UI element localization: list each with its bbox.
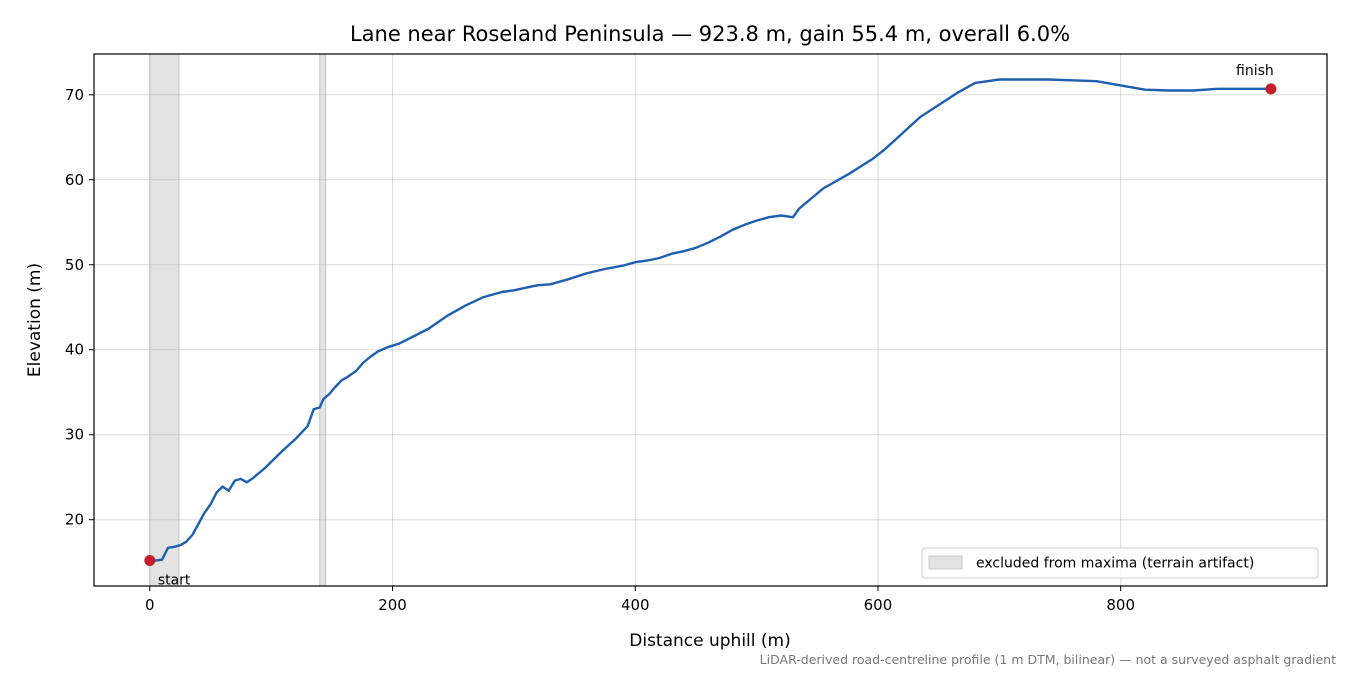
- y-tick-label: 20: [65, 511, 84, 529]
- legend-swatch: [928, 555, 963, 570]
- point-start: [144, 555, 156, 567]
- footnote: LiDAR-derived road-centreline profile (1…: [760, 652, 1336, 667]
- y-axis-label: Elevation (m): [25, 263, 45, 377]
- excluded-regions: [149, 53, 327, 587]
- y-tick-label: 30: [65, 426, 84, 444]
- x-tick-label: 0: [145, 596, 155, 614]
- x-tick-label: 400: [621, 596, 650, 614]
- point-label-start: start: [158, 573, 191, 589]
- elevation-line: [148, 78, 1273, 562]
- y-tick-label: 60: [65, 171, 84, 189]
- excluded-region: [149, 53, 180, 587]
- grid-lines: [94, 54, 1327, 586]
- x-tick-label: 600: [864, 596, 893, 614]
- chart-title: Lane near Roseland Peninsula — 923.8 m, …: [350, 22, 1070, 46]
- x-tick-label: 200: [378, 596, 407, 614]
- x-tick-label: 800: [1106, 596, 1135, 614]
- series-layer: [148, 78, 1273, 562]
- excluded-region: [319, 53, 327, 587]
- point-finish: [1265, 83, 1277, 95]
- legend-box: [921, 547, 1319, 579]
- plot-frame: [93, 53, 1328, 587]
- y-tick-label: 50: [65, 256, 84, 274]
- legend-label: excluded from maxima (terrain artifact): [976, 556, 1254, 572]
- y-tick-label: 70: [65, 86, 84, 104]
- y-tick-label: 40: [65, 341, 84, 359]
- axis-ticks: 0 200 400 600 800 20 30 40 50 60 70: [65, 86, 1135, 614]
- legend: excluded from maxima (terrain artifact): [921, 547, 1319, 579]
- point-label-finish: finish: [1236, 63, 1274, 79]
- marker-layer: start finish: [144, 63, 1277, 589]
- x-axis-label: Distance uphill (m): [629, 631, 790, 651]
